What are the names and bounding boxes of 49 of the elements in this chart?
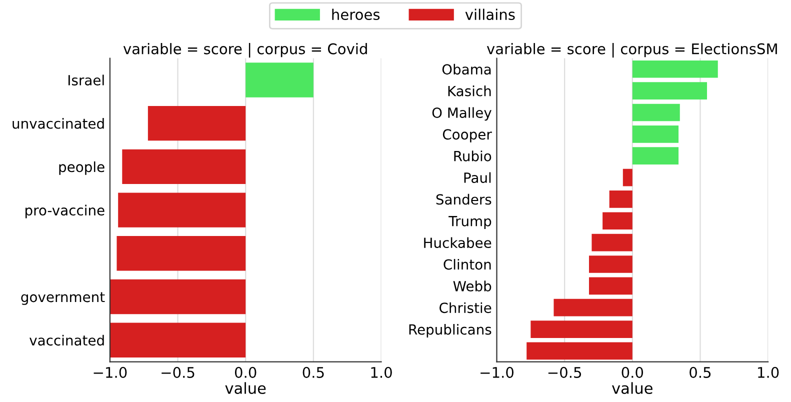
x-tick-label: −1.0 xyxy=(480,366,514,378)
bar xyxy=(609,190,632,208)
x-tick-label: 1.0 xyxy=(371,366,392,378)
y-tick-label: vaccinated xyxy=(30,334,104,346)
y-tick-label: Paul xyxy=(464,172,491,183)
bar xyxy=(554,298,632,316)
bar xyxy=(632,104,680,122)
legend-label: heroes xyxy=(332,8,380,20)
bar xyxy=(592,234,632,252)
y-tick-label: unvaccinated xyxy=(12,118,104,129)
y-tick-label: pro-vaccine xyxy=(26,204,104,218)
y-tick-label: Republicans xyxy=(409,324,492,338)
y-tick-label: Rubio xyxy=(454,150,492,162)
y-tick-label: government xyxy=(21,292,105,305)
bar xyxy=(632,60,718,78)
bar xyxy=(632,82,708,100)
x-axis-title: value xyxy=(612,382,652,394)
bar xyxy=(588,256,632,273)
x-tick-label: −0.5 xyxy=(548,366,582,378)
y-tick-label: Trump xyxy=(448,216,492,230)
bar xyxy=(530,320,632,338)
bar xyxy=(632,147,679,165)
y-tick-label: Webb xyxy=(453,280,492,292)
chart-title: variable = score | corpus = Covid xyxy=(123,42,367,58)
y-tick-label: Israel xyxy=(68,74,104,86)
bar xyxy=(622,168,632,186)
bar xyxy=(632,125,679,143)
bar xyxy=(588,277,632,295)
chart-title: variable = score | corpus = ElectionsSM xyxy=(486,42,777,58)
y-tick-label: Cooper xyxy=(442,129,492,142)
bar xyxy=(526,342,632,360)
x-tick-label: −0.5 xyxy=(162,366,194,378)
y-tick-label: O Malley xyxy=(432,107,492,121)
y-tick-label: Sanders xyxy=(436,194,492,205)
x-tick-label: 0.0 xyxy=(234,366,256,378)
y-tick-label: Huckabee xyxy=(424,237,492,248)
x-tick-label: 0.0 xyxy=(622,366,644,378)
x-tick-label: −1.0 xyxy=(94,366,127,378)
x-tick-label: 0.5 xyxy=(690,366,711,378)
legend-label: villains xyxy=(465,8,515,20)
x-tick-label: 1.0 xyxy=(758,366,779,378)
y-tick-label: Obama xyxy=(442,64,491,75)
y-tick-label: Kasich xyxy=(448,86,491,96)
bar xyxy=(602,212,632,230)
y-tick-label: people xyxy=(59,161,104,175)
y-tick-label: Clinton xyxy=(444,258,491,270)
x-axis-title: value xyxy=(225,382,266,394)
x-tick-label: 0.5 xyxy=(302,366,324,378)
y-tick-label: Christie xyxy=(440,302,492,314)
